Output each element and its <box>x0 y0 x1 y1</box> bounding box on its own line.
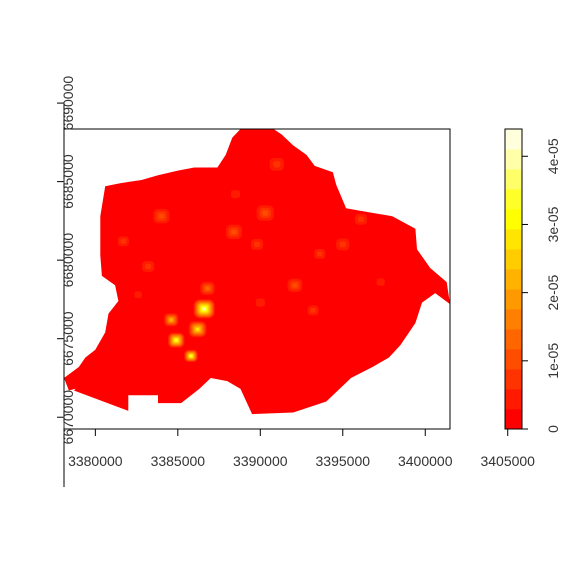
legend-swatch <box>505 209 522 230</box>
hotspot-band <box>376 278 385 286</box>
hotspot <box>223 222 245 242</box>
hotspot-band <box>158 213 164 219</box>
hotspot <box>192 298 216 320</box>
y-axis: 6670000 6675000 6680000 6685000 6690000 <box>57 76 76 487</box>
hotspot <box>304 303 322 318</box>
hotspot <box>183 349 199 363</box>
hotspot <box>351 211 370 228</box>
legend-swatch <box>505 169 522 190</box>
x-axis: 3380000 3385000 3390000 3395000 3400000 34050… <box>64 428 535 469</box>
hotspot <box>311 246 328 262</box>
legend-swatch <box>505 349 522 370</box>
hotspot-band <box>174 338 178 342</box>
hotspot <box>150 206 172 226</box>
hotspot <box>139 258 158 275</box>
x-tick-label: 3380000 <box>68 453 123 469</box>
legend-swatch <box>505 129 522 150</box>
legend-swatch <box>505 329 522 350</box>
hotspot-band <box>120 238 127 244</box>
legend-swatch <box>505 409 522 430</box>
hotspot-band <box>339 241 347 248</box>
hotspot <box>226 186 245 203</box>
hotspot <box>247 236 266 253</box>
hotspot-band <box>310 307 316 313</box>
y-tick-label: 6680000 <box>60 233 76 288</box>
hotspot-band <box>196 327 200 331</box>
y-tick-label: 6685000 <box>60 154 76 209</box>
hotspot-band <box>231 190 241 199</box>
legend-swatch <box>505 369 522 390</box>
region-area <box>64 129 450 415</box>
y-tick-label: 6670000 <box>60 390 76 445</box>
legend-swatch <box>505 229 522 250</box>
density-raster <box>64 129 450 415</box>
hotspot <box>187 320 208 339</box>
hotspot-band <box>262 210 269 216</box>
y-tick-label: 6675000 <box>60 311 76 366</box>
legend-swatch <box>505 149 522 170</box>
hotspot <box>167 332 186 349</box>
hotspot-band <box>292 283 298 288</box>
x-tick-label: 3395000 <box>316 453 371 469</box>
hotspot <box>253 202 277 224</box>
legend-tick-label: 4e-05 <box>545 138 561 174</box>
legend-tick-label: 2e-05 <box>545 274 561 310</box>
legend-swatch <box>505 309 522 330</box>
x-tick-label: 3385000 <box>151 453 206 469</box>
hotspot-band <box>145 263 152 270</box>
hotspot-band <box>169 318 173 322</box>
hotspot-band <box>202 307 206 311</box>
hotspot <box>115 233 132 249</box>
legend-tick-label: 3e-05 <box>545 206 561 242</box>
hotspot-band <box>134 291 142 299</box>
hotspot <box>130 288 146 302</box>
hotspot-band <box>205 286 210 291</box>
legend-swatch <box>505 269 522 290</box>
hotspot-band <box>316 251 323 257</box>
hotspot-band <box>254 241 260 248</box>
y-tick-label: 6690000 <box>60 76 76 131</box>
legend-frame <box>504 128 523 430</box>
legend-swatch <box>505 249 522 270</box>
x-tick-label: 3405000 <box>480 453 535 469</box>
x-tick-label: 3400000 <box>398 453 453 469</box>
hotspot <box>332 235 353 254</box>
legend-tick-label: 0 <box>545 425 561 433</box>
legend-swatch <box>505 189 522 210</box>
hotspot <box>198 280 217 297</box>
hotspot <box>285 276 305 295</box>
legend-swatch <box>505 289 522 310</box>
hotspot-band <box>231 229 237 235</box>
hotspot-band <box>255 298 265 307</box>
legend-tick-label: 1e-05 <box>545 343 561 379</box>
hotspot-band <box>189 354 193 358</box>
hotspot <box>163 312 180 328</box>
hotspot-band <box>273 161 281 168</box>
color-legend: 0 1e-05 2e-05 3e-05 4e-05 <box>504 128 561 433</box>
hotspot <box>251 294 270 311</box>
hotspot <box>266 154 288 174</box>
x-tick-label: 3390000 <box>233 453 288 469</box>
hotspot <box>372 274 389 290</box>
legend-swatch <box>505 389 522 410</box>
hotspot-band <box>357 216 364 222</box>
